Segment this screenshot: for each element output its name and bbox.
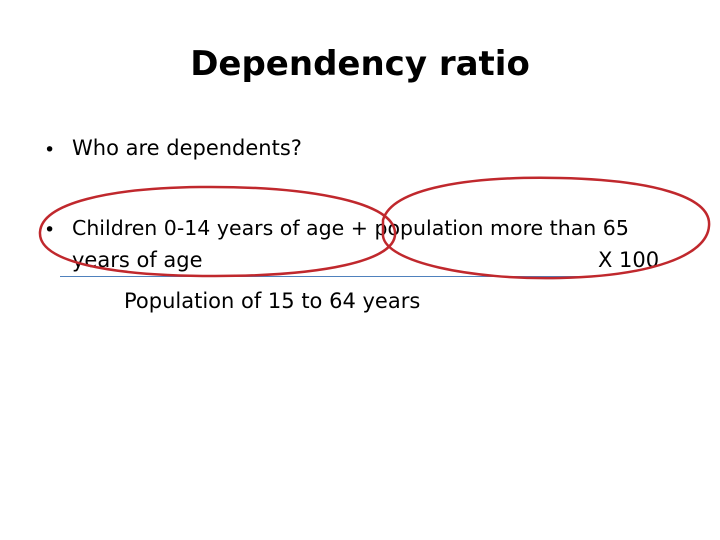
bullet-marker: • <box>44 219 56 241</box>
fraction-bar <box>60 276 600 277</box>
numerator-continuation: years of age <box>72 248 203 272</box>
bullet-marker: • <box>44 139 56 161</box>
bullet-question: Who are dependents? <box>72 136 302 160</box>
slide-title: Dependency ratio <box>190 44 530 84</box>
bullet-numerator: Children 0-14 years of age + population … <box>72 216 629 240</box>
multiplier-text: X 100 <box>598 248 660 272</box>
denominator-text: Population of 15 to 64 years <box>124 289 421 313</box>
